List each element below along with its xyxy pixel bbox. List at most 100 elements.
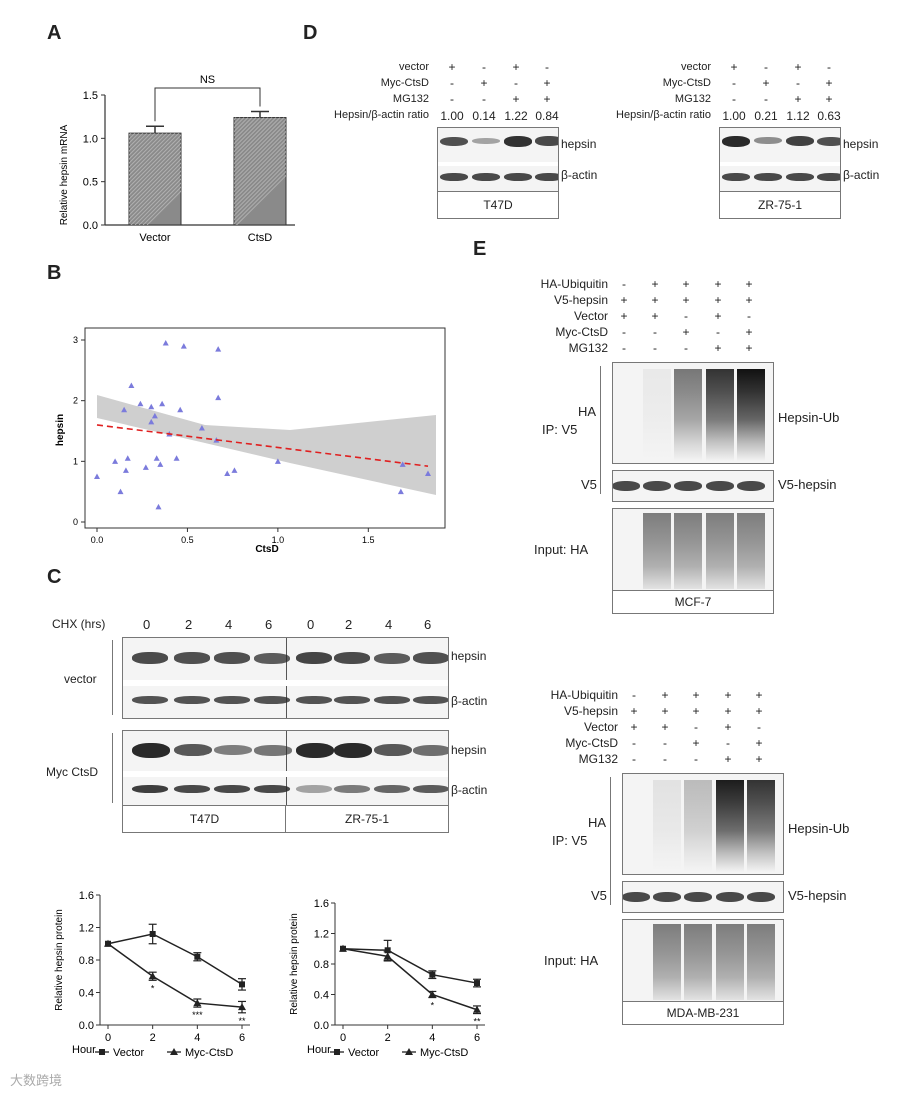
band-hepsin [132,743,170,758]
sign: + [682,325,690,339]
y-tick-label: 1.5 [83,90,98,102]
band-hepsin [374,744,412,757]
legend-marker [170,1048,178,1055]
sign: + [620,309,628,323]
band-actin [754,173,782,181]
band-actin [132,696,168,704]
data-point [124,455,131,461]
ratio-value: 1.12 [786,109,810,123]
panel-label-e: E [473,238,487,260]
band-actin [722,173,750,181]
blot-d-t47d [437,127,559,193]
sign: + [543,76,551,90]
bar-hatch [130,174,181,225]
band-label-hepsin-2: hepsin [451,743,487,757]
blot-c-vector [122,637,449,719]
ratio-value: 1.00 [722,109,746,123]
band-hepsin [722,136,750,147]
y-tick-label: 1 [73,456,78,466]
x-axis-label: CtsD [255,544,278,555]
input-smear [716,924,744,1000]
bar-hatch [129,133,172,176]
band-hepsin [504,136,532,147]
band-actin [334,785,370,793]
bar-hatch [234,122,286,177]
sign: - [482,92,486,106]
sign: + [825,92,833,106]
band-v5-hepsin [653,892,681,902]
bar-hatch [234,134,286,189]
band-actin [786,173,814,181]
sign: - [827,60,831,74]
sign: - [482,60,486,74]
series-line-0 [107,933,243,986]
marker-square [149,931,156,937]
sign: + [724,720,732,734]
sign: + [620,293,628,307]
data-point [397,488,404,495]
sign: - [632,688,636,702]
blot-gap [438,162,558,166]
row-label-0: vector [399,61,429,73]
sign: + [661,720,669,734]
bar-hatch [129,150,181,204]
band-hepsin [132,652,168,664]
band-hepsin [296,743,334,758]
sign: + [755,752,763,766]
data-point [159,400,166,407]
series-line-0 [342,948,478,984]
ns-annotation: NS [200,74,215,86]
blot-ha-ub [612,362,774,464]
x-tick-label: 0 [340,1032,346,1044]
marker-square [429,971,436,978]
data-point [399,461,406,467]
data-point [148,403,155,410]
panel-label-d: D [303,22,318,44]
cell-label-t47d-c: T47D [122,805,287,833]
data-point [137,400,144,407]
v5-label: V5 [581,477,597,492]
sign: + [745,293,753,307]
y-tick-label: 1.6 [314,898,329,910]
sign: - [694,720,698,734]
blot-v5 [622,881,784,913]
legend-label: Vector [113,1047,145,1059]
ip-label: IP: V5 [552,833,588,848]
bar-hatch [129,133,176,180]
bar-hatch [129,134,181,188]
band-hepsin [535,136,558,147]
bar-hatch [129,133,160,164]
sign: - [684,341,688,355]
sign: + [630,704,638,718]
band-label-actin-d2: β-actin [843,168,880,182]
sign: + [543,92,551,106]
marker-square [474,980,480,987]
input-smear [674,513,702,589]
ns-bracket [154,87,261,122]
x-tick-label: 4 [429,1032,435,1044]
blot-d-zr [719,127,841,193]
band-hepsin [174,652,210,664]
sign: + [512,92,520,106]
sign: - [632,752,636,766]
band-hepsin [174,744,212,757]
data-point [148,418,155,425]
y-tick-label: 3 [73,335,78,345]
sign: - [450,76,454,90]
sign: + [448,60,456,74]
y-tick-label: 0.0 [83,220,98,232]
cell-label-zr-d: ZR-75-1 [719,191,841,219]
sign: + [724,752,732,766]
row-label-1: V5-hepsin [563,704,618,718]
sign: + [714,293,722,307]
band-actin [214,696,250,704]
x-tick-label: 0 [105,1032,111,1044]
cell-label-zr-c: ZR-75-1 [285,805,449,833]
marker-triangle [339,944,347,952]
sign: - [732,76,736,90]
row-label-1: Myc-CtsD [662,77,711,89]
cell-label-e: MCF-7 [612,590,774,614]
marker-triangle [473,1005,481,1013]
x-tick-label: Vector [139,232,171,244]
ub-smear [747,780,775,872]
